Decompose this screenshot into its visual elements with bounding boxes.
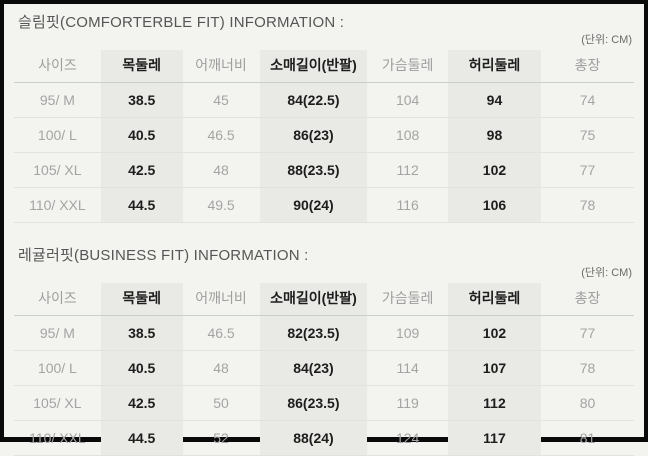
regular-fit-title: 레귤러핏(BUSINESS FIT) INFORMATION : bbox=[18, 247, 309, 264]
measurement-cell: 102 bbox=[447, 152, 541, 188]
measurement-cell: 108 bbox=[367, 117, 448, 153]
column-header-chest: 가슴둘레 bbox=[367, 50, 448, 83]
measurement-cell: 114 bbox=[367, 350, 448, 386]
measurement-cell: 109 bbox=[367, 315, 448, 351]
measurement-cell: 116 bbox=[367, 187, 448, 223]
measurement-cell: 106 bbox=[447, 187, 541, 223]
measurement-cell: 82(23.5) bbox=[259, 315, 368, 351]
measurement-cell: 77 bbox=[540, 152, 634, 188]
measurement-cell: 46.5 bbox=[182, 117, 260, 153]
unit-label: (단위: CM) bbox=[581, 34, 632, 46]
column-header-waist: 허리둘레 bbox=[447, 283, 541, 316]
size-cell: 110/ XXL bbox=[14, 420, 101, 456]
header-row: 사이즈 목둘레 어깨너비 소매길이(반팔) 가슴둘레 허리둘레 총장 bbox=[14, 50, 634, 83]
measurement-cell: 102 bbox=[447, 315, 541, 351]
measurement-cell: 98 bbox=[447, 117, 541, 153]
measurement-cell: 40.5 bbox=[100, 350, 183, 386]
measurement-cell: 74 bbox=[540, 82, 634, 118]
column-header-shoulder: 어깨너비 bbox=[182, 283, 260, 316]
measurement-cell: 117 bbox=[447, 420, 541, 456]
column-header-length: 총장 bbox=[540, 283, 634, 316]
measurement-cell: 44.5 bbox=[100, 187, 183, 223]
measurement-cell: 77 bbox=[540, 315, 634, 351]
table-row: 110/ XXL 44.5 52 88(24) 124 117 81 bbox=[14, 420, 634, 456]
measurement-cell: 86(23) bbox=[259, 117, 368, 153]
table-row: 95/ M 38.5 45 84(22.5) 104 94 74 bbox=[14, 82, 634, 118]
slim-fit-size-table: 사이즈 목둘레 어깨너비 소매길이(반팔) 가슴둘레 허리둘레 총장 95/ M… bbox=[14, 50, 634, 223]
measurement-cell: 80 bbox=[540, 385, 634, 421]
measurement-cell: 94 bbox=[447, 82, 541, 118]
measurement-cell: 107 bbox=[447, 350, 541, 386]
measurement-cell: 48 bbox=[182, 152, 260, 188]
column-header-sleeve: 소매길이(반팔) bbox=[259, 283, 368, 316]
measurement-cell: 78 bbox=[540, 350, 634, 386]
measurement-cell: 84(22.5) bbox=[259, 82, 368, 118]
column-header-neck: 목둘레 bbox=[100, 50, 183, 83]
table-row: 100/ L 40.5 48 84(23) 114 107 78 bbox=[14, 350, 634, 386]
measurement-cell: 112 bbox=[447, 385, 541, 421]
column-header-sleeve: 소매길이(반팔) bbox=[259, 50, 368, 83]
measurement-cell: 38.5 bbox=[100, 82, 183, 118]
size-cell: 95/ M bbox=[14, 82, 101, 118]
table-row: 110/ XXL 44.5 49.5 90(24) 116 106 78 bbox=[14, 187, 634, 223]
size-cell: 95/ M bbox=[14, 315, 101, 351]
measurement-cell: 81 bbox=[540, 420, 634, 456]
regular-fit-size-table: 사이즈 목둘레 어깨너비 소매길이(반팔) 가슴둘레 허리둘레 총장 95/ M… bbox=[14, 283, 634, 456]
measurement-cell: 40.5 bbox=[100, 117, 183, 153]
size-cell: 100/ L bbox=[14, 350, 101, 386]
column-header-chest: 가슴둘레 bbox=[367, 283, 448, 316]
column-header-neck: 목둘레 bbox=[100, 283, 183, 316]
table-row: 105/ XL 42.5 50 86(23.5) 119 112 80 bbox=[14, 385, 634, 421]
measurement-cell: 84(23) bbox=[259, 350, 368, 386]
column-header-size: 사이즈 bbox=[14, 283, 101, 316]
column-header-length: 총장 bbox=[540, 50, 634, 83]
table-row: 100/ L 40.5 46.5 86(23) 108 98 75 bbox=[14, 117, 634, 153]
measurement-cell: 88(24) bbox=[259, 420, 368, 456]
measurement-cell: 119 bbox=[367, 385, 448, 421]
measurement-cell: 45 bbox=[182, 82, 260, 118]
regular-fit-section: 레귤러핏(BUSINESS FIT) INFORMATION : (단위: CM… bbox=[14, 246, 634, 456]
header-row: 사이즈 목둘레 어깨너비 소매길이(반팔) 가슴둘레 허리둘레 총장 bbox=[14, 283, 634, 316]
measurement-cell: 49.5 bbox=[182, 187, 260, 223]
measurement-cell: 88(23.5) bbox=[259, 152, 368, 188]
slim-fit-section: 슬림핏(COMFORTERBLE FIT) INFORMATION : (단위:… bbox=[14, 13, 634, 223]
column-header-waist: 허리둘레 bbox=[447, 50, 541, 83]
size-cell: 100/ L bbox=[14, 117, 101, 153]
measurement-cell: 112 bbox=[367, 152, 448, 188]
unit-label: (단위: CM) bbox=[581, 267, 632, 279]
measurement-cell: 50 bbox=[182, 385, 260, 421]
measurement-cell: 52 bbox=[182, 420, 260, 456]
measurement-cell: 86(23.5) bbox=[259, 385, 368, 421]
measurement-cell: 42.5 bbox=[100, 152, 183, 188]
size-cell: 105/ XL bbox=[14, 152, 101, 188]
measurement-cell: 124 bbox=[367, 420, 448, 456]
measurement-cell: 90(24) bbox=[259, 187, 368, 223]
column-header-size: 사이즈 bbox=[14, 50, 101, 83]
measurement-cell: 104 bbox=[367, 82, 448, 118]
measurement-cell: 42.5 bbox=[100, 385, 183, 421]
table-row: 105/ XL 42.5 48 88(23.5) 112 102 77 bbox=[14, 152, 634, 188]
table-row: 95/ M 38.5 46.5 82(23.5) 109 102 77 bbox=[14, 315, 634, 351]
measurement-cell: 44.5 bbox=[100, 420, 183, 456]
measurement-cell: 38.5 bbox=[100, 315, 183, 351]
column-header-shoulder: 어깨너비 bbox=[182, 50, 260, 83]
measurement-cell: 78 bbox=[540, 187, 634, 223]
size-cell: 105/ XL bbox=[14, 385, 101, 421]
measurement-cell: 48 bbox=[182, 350, 260, 386]
size-cell: 110/ XXL bbox=[14, 187, 101, 223]
measurement-cell: 46.5 bbox=[182, 315, 260, 351]
slim-fit-title: 슬림핏(COMFORTERBLE FIT) INFORMATION : bbox=[18, 14, 345, 31]
size-info-panel: 슬림핏(COMFORTERBLE FIT) INFORMATION : (단위:… bbox=[4, 4, 644, 456]
measurement-cell: 75 bbox=[540, 117, 634, 153]
